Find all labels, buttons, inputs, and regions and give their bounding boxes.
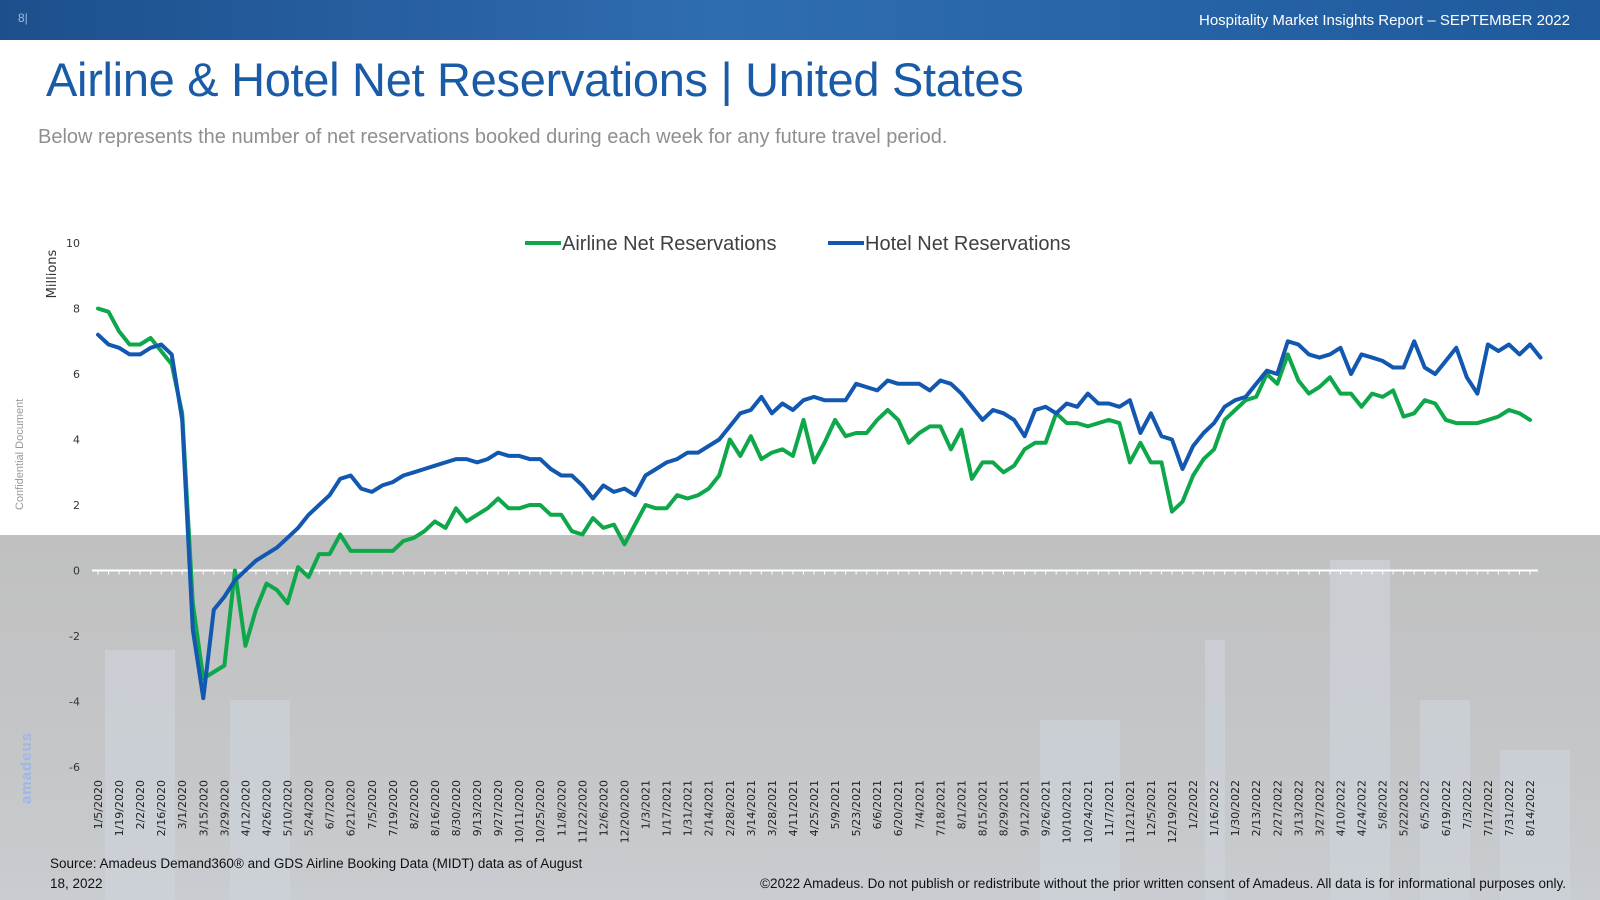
x-tick-label: 4/25/2021 — [808, 780, 821, 836]
y-tick-label: 6 — [73, 368, 80, 381]
x-tick-label: 8/1/2021 — [955, 780, 968, 829]
page-number: 8| — [18, 11, 28, 25]
x-tick-label: 11/21/2021 — [1124, 780, 1137, 843]
y-tick-label: -4 — [69, 696, 80, 709]
x-tick-label: 2/28/2021 — [724, 780, 737, 836]
x-tick-label: 1/31/2021 — [682, 780, 695, 836]
x-tick-label: 1/19/2020 — [113, 780, 126, 836]
x-tick-label: 7/18/2021 — [934, 780, 947, 836]
x-tick-label: 8/2/2020 — [408, 780, 421, 829]
x-tick-label: 12/20/2020 — [618, 780, 631, 843]
x-tick-label: 3/29/2020 — [218, 780, 231, 836]
x-tick-label: 6/5/2022 — [1419, 780, 1432, 829]
x-tick-label: 8/15/2021 — [976, 780, 989, 836]
x-tick-label: 1/16/2022 — [1208, 780, 1221, 836]
x-tick-label: 2/14/2021 — [703, 780, 716, 836]
x-tick-label: 1/3/2021 — [640, 780, 653, 829]
x-tick-label: 2/2/2020 — [134, 780, 147, 829]
legend-label: Airline Net Reservations — [562, 233, 777, 255]
x-tick-label: 9/13/2020 — [471, 780, 484, 836]
x-tick-label: 12/5/2021 — [1145, 780, 1158, 836]
x-tick-label: 8/14/2022 — [1524, 780, 1537, 836]
x-tick-label: 3/28/2021 — [766, 780, 779, 836]
x-tick-label: 4/10/2022 — [1334, 780, 1347, 836]
x-tick-label: 8/30/2020 — [450, 780, 463, 836]
x-tick-label: 8/16/2020 — [429, 780, 442, 836]
x-tick-label: 7/3/2022 — [1461, 780, 1474, 829]
x-tick-label: 3/27/2022 — [1313, 780, 1326, 836]
legend-label: Hotel Net Reservations — [865, 233, 1071, 255]
y-tick-label: 0 — [73, 565, 80, 578]
x-tick-label: 6/6/2021 — [871, 780, 884, 829]
x-tick-label: 1/5/2020 — [92, 780, 105, 829]
x-tick-label: 5/8/2022 — [1377, 780, 1390, 829]
x-tick-label: 9/12/2021 — [1019, 780, 1032, 836]
x-tick-label: 7/4/2021 — [913, 780, 926, 829]
y-tick-label: 8 — [73, 303, 80, 316]
x-tick-label: 10/10/2021 — [1061, 780, 1074, 843]
y-axis-label: Millions — [45, 249, 60, 298]
x-tick-label: 1/30/2022 — [1229, 780, 1242, 836]
y-tick-label: 4 — [73, 434, 80, 447]
page-subtitle: Below represents the number of net reser… — [38, 126, 948, 148]
x-tick-label: 4/24/2022 — [1356, 780, 1369, 836]
title-backdrop — [40, 50, 1036, 116]
y-tick-label: -2 — [69, 630, 80, 643]
x-tick-label: 8/29/2021 — [998, 780, 1011, 836]
x-tick-label: 10/11/2020 — [513, 780, 526, 843]
x-tick-label: 7/17/2022 — [1482, 780, 1495, 836]
x-tick-label: 6/21/2020 — [345, 780, 358, 836]
x-tick-label: 12/19/2021 — [1166, 780, 1179, 843]
x-tick-label: 5/23/2021 — [850, 780, 863, 836]
y-tick-label: 2 — [73, 499, 80, 512]
y-tick-label: 10 — [66, 237, 80, 250]
x-tick-label: 11/7/2021 — [1103, 780, 1116, 836]
page-title: Airline & Hotel Net Reservations | Unite… — [46, 53, 1024, 106]
x-tick-label: 11/8/2020 — [555, 780, 568, 836]
x-tick-label: 10/25/2020 — [534, 780, 547, 843]
x-tick-label: 4/11/2021 — [787, 780, 800, 836]
x-tick-label: 2/13/2022 — [1250, 780, 1263, 836]
x-tick-label: 11/22/2020 — [576, 780, 589, 843]
x-tick-label: 3/15/2020 — [197, 780, 210, 836]
x-tick-label: 6/20/2021 — [892, 780, 905, 836]
x-tick-label: 12/6/2020 — [597, 780, 610, 836]
series-line-airline-net-reservations — [96, 306, 1532, 681]
x-tick-label: 5/10/2020 — [282, 780, 295, 836]
copyright-note: ©2022 Amadeus. Do not publish or redistr… — [760, 876, 1566, 891]
x-tick-label: 7/31/2022 — [1503, 780, 1516, 836]
x-tick-label: 10/24/2021 — [1082, 780, 1095, 843]
x-tick-label: 9/27/2020 — [492, 780, 505, 836]
city-skyline-background — [0, 535, 1600, 900]
series-line-hotel-net-reservations — [96, 332, 1543, 701]
x-tick-label: 2/16/2020 — [155, 780, 168, 836]
x-tick-label: 5/24/2020 — [303, 780, 316, 836]
x-tick-label: 5/9/2021 — [829, 780, 842, 829]
x-tick-label: 3/1/2020 — [176, 780, 189, 829]
header-bar: 8| Hospitality Market Insights Report – … — [0, 0, 1600, 40]
report-title: Hospitality Market Insights Report – SEP… — [1199, 12, 1570, 29]
x-tick-label: 1/17/2021 — [661, 780, 674, 836]
x-tick-label: 5/22/2022 — [1398, 780, 1411, 836]
y-tick-label: -6 — [69, 761, 80, 774]
x-tick-label: 7/19/2020 — [387, 780, 400, 836]
x-tick-label: 6/19/2022 — [1440, 780, 1453, 836]
x-tick-label: 3/14/2021 — [745, 780, 758, 836]
x-tick-label: 4/26/2020 — [260, 780, 273, 836]
x-tick-label: 1/2/2022 — [1187, 780, 1200, 829]
x-tick-label: 2/27/2022 — [1271, 780, 1284, 836]
x-tick-label: 9/26/2021 — [1040, 780, 1053, 836]
source-note: Source: Amadeus Demand360® and GDS Airli… — [50, 856, 583, 891]
x-tick-label: 4/12/2020 — [239, 780, 252, 836]
x-tick-label: 6/7/2020 — [324, 780, 337, 829]
x-tick-label: 3/13/2022 — [1292, 780, 1305, 836]
x-tick-label: 7/5/2020 — [366, 780, 379, 829]
